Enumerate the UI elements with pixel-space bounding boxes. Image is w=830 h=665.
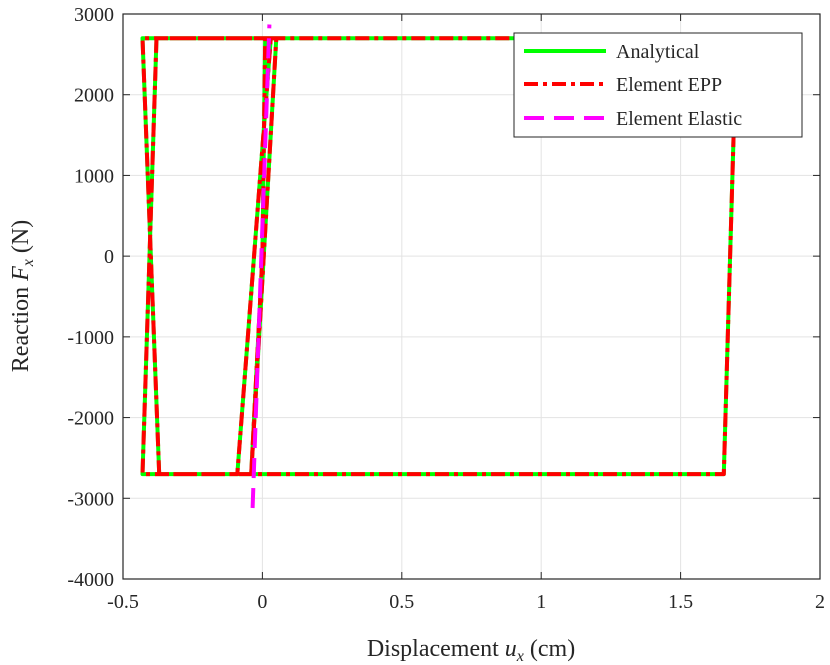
x-axis-title: Displacement ux (cm) [367,636,575,665]
y-tick-label: 3000 [74,4,114,26]
x-tick-label: 0 [257,591,267,613]
legend-label-element-epp: Element EPP [616,74,722,96]
x-tick-label: 2 [815,591,825,613]
series-line-element-elastic [250,24,272,509]
plot-frame [122,13,821,580]
y-tick-label: 2000 [74,85,114,107]
y-tick-label: -4000 [67,569,114,591]
series-line-element-epp [140,36,739,477]
legend: Analytical Element EPP Element Elastic [513,32,803,138]
data-series [140,24,739,509]
y-tick-label: 0 [104,246,114,268]
y-axis-title: Reaction Fx (N) [8,220,37,372]
x-tick-label: 0.5 [389,591,414,613]
y-tick-label: 1000 [74,165,114,187]
x-tick-label: -0.5 [107,591,139,613]
x-tick-label: 1 [536,591,546,613]
x-tick-label: 1.5 [668,591,693,613]
y-tick-label: -1000 [67,327,114,349]
legend-label-analytical: Analytical [616,41,700,63]
y-tick-label: -2000 [67,408,114,430]
y-tick-label: -3000 [67,488,114,510]
legend-label-element-elastic: Element Elastic [616,108,742,130]
axis-ticks: -0.5 0 0.5 1 1.5 2 -4000 -3000 -2000 -1000 0 1000 20… [67,4,825,613]
